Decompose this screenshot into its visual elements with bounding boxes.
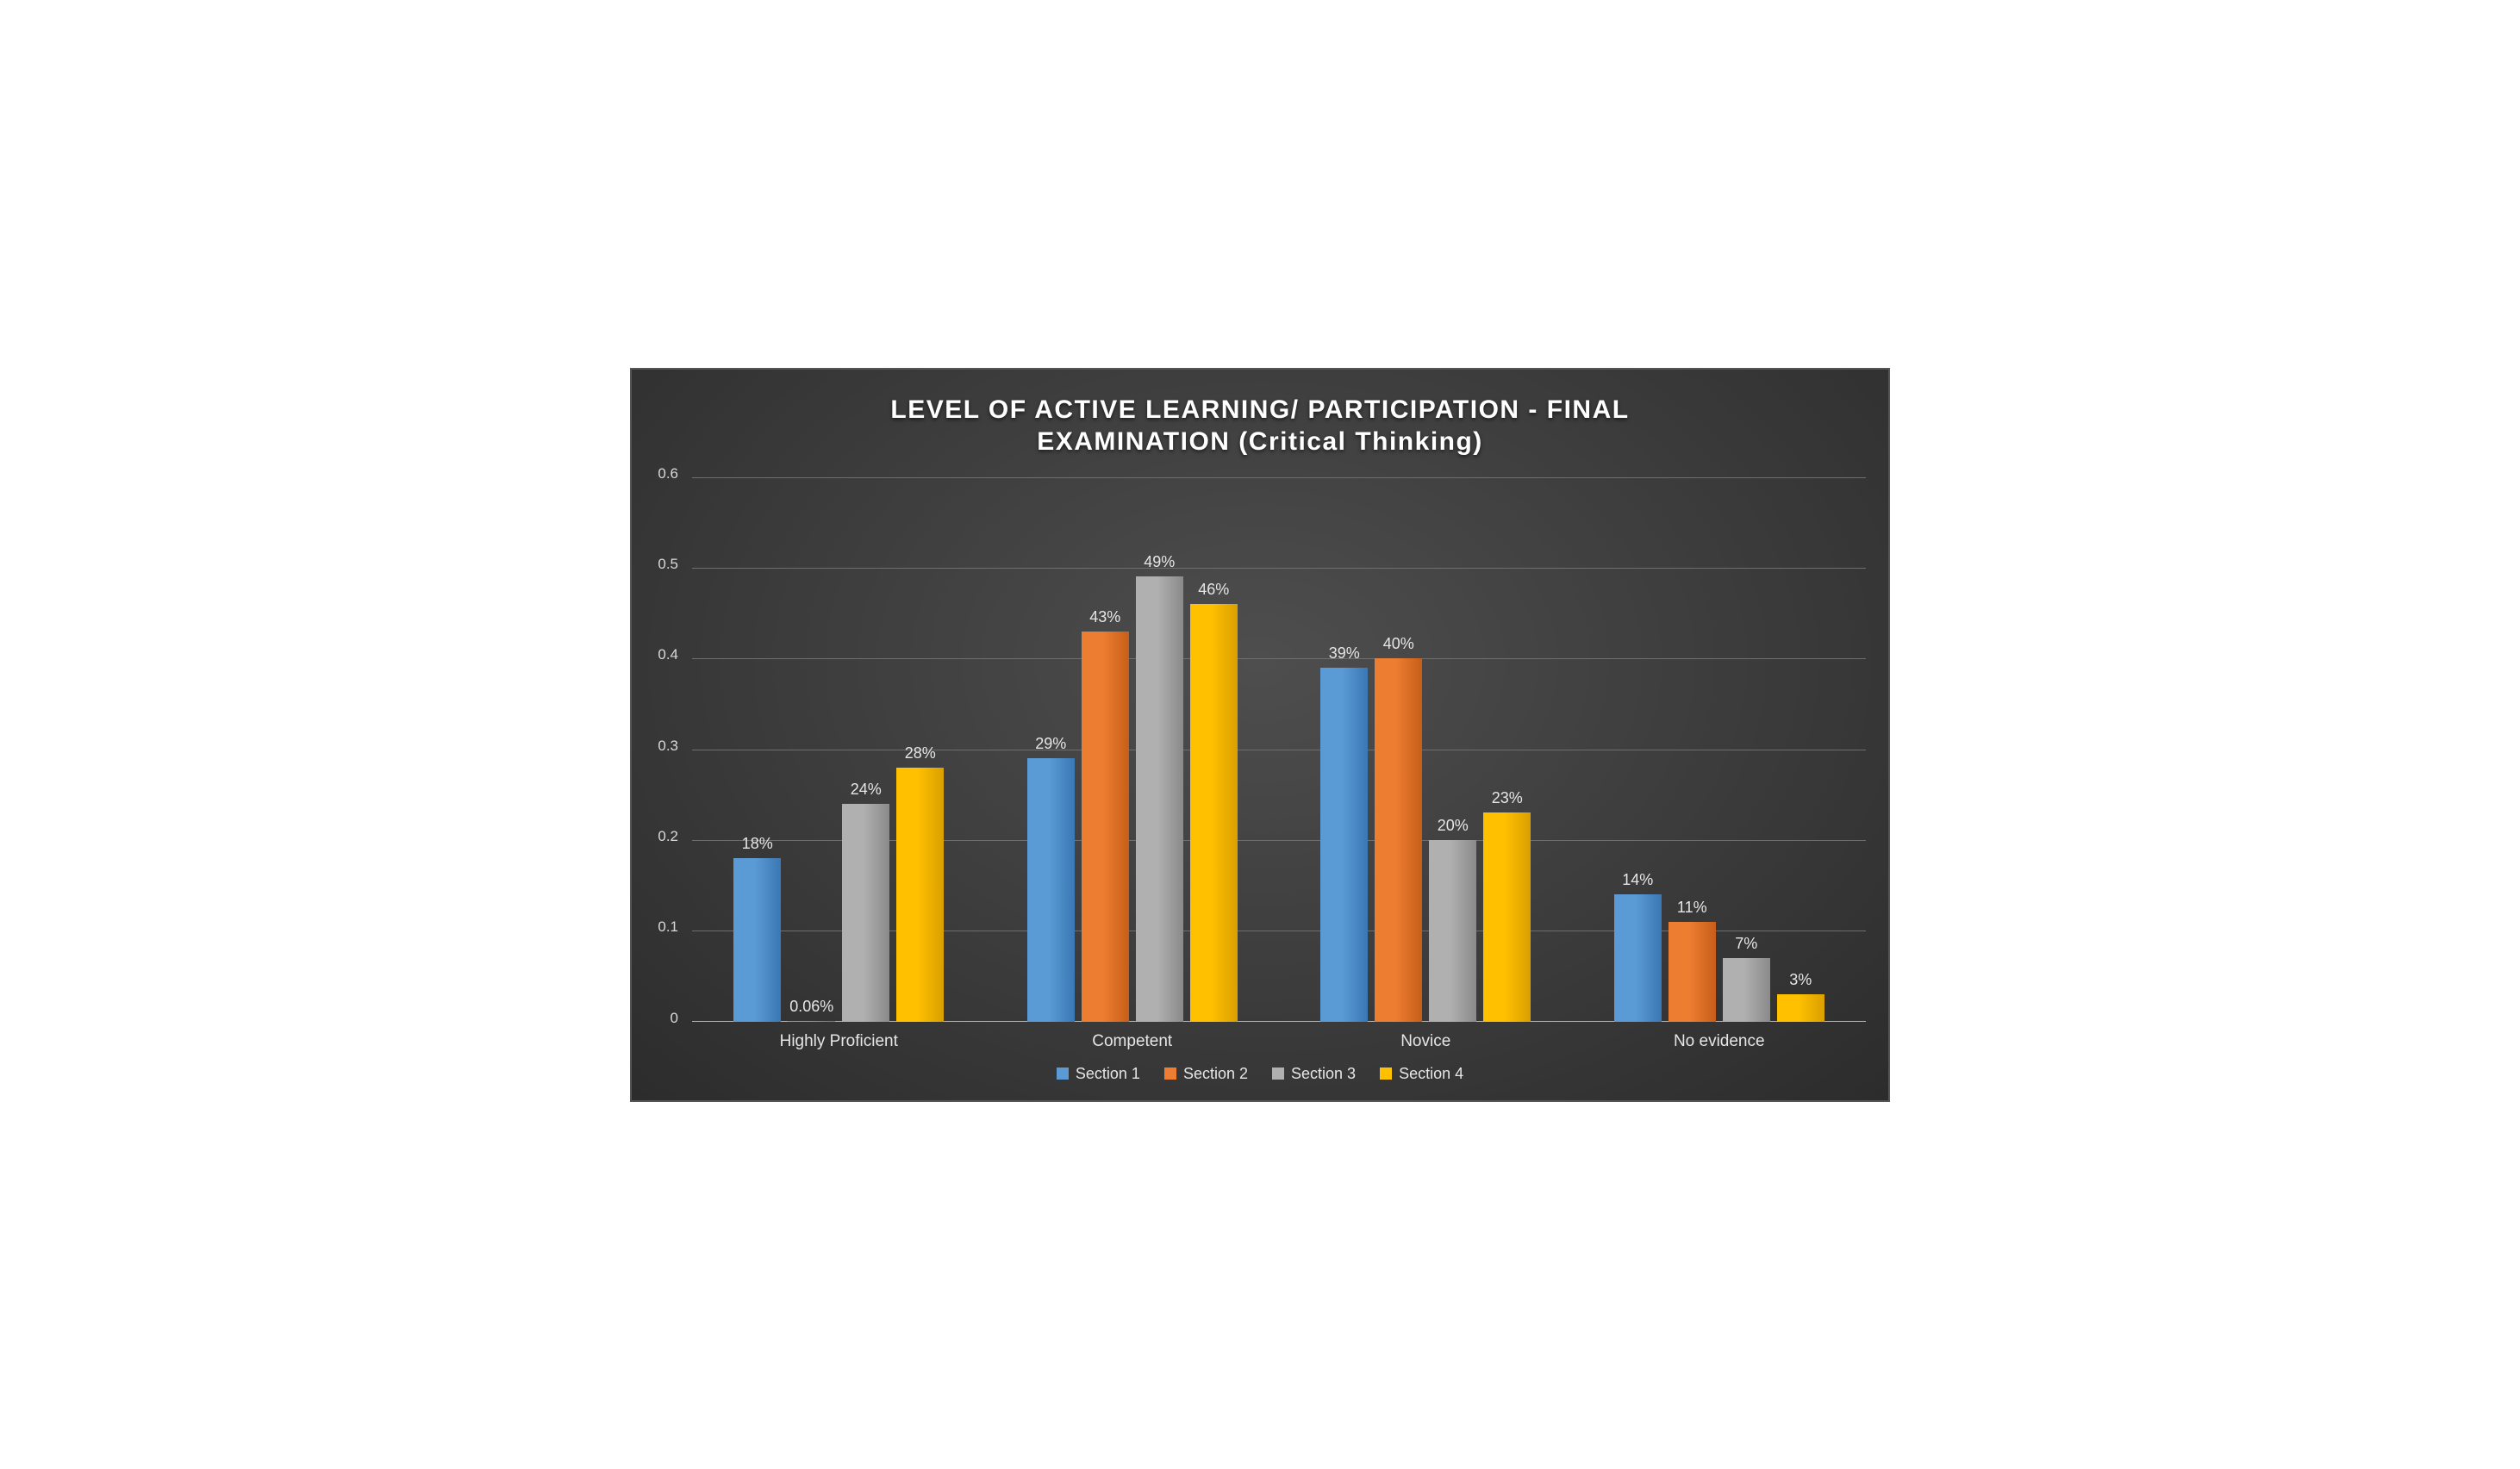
legend-label: Section 1 xyxy=(1076,1065,1140,1083)
y-tick-label: 0.2 xyxy=(658,828,678,845)
bar xyxy=(1614,894,1662,1021)
bar-value-label: 29% xyxy=(1035,735,1066,753)
legend: Section 1 Section 2 Section 3 Section 4 xyxy=(632,1065,1888,1083)
bar xyxy=(1136,576,1183,1021)
bar xyxy=(1669,922,1716,1022)
category-label: Novice xyxy=(1400,1032,1450,1051)
legend-label: Section 4 xyxy=(1399,1065,1463,1083)
bar-value-label: 23% xyxy=(1492,789,1523,807)
bar-value-label: 40% xyxy=(1383,635,1414,653)
legend-label: Section 3 xyxy=(1291,1065,1356,1083)
bar-value-label: 28% xyxy=(905,744,936,763)
legend-item: Section 3 xyxy=(1272,1065,1356,1083)
bar-value-label: 20% xyxy=(1438,817,1469,835)
category-label: Highly Proficient xyxy=(780,1032,898,1051)
bar-value-label: 3% xyxy=(1789,971,1812,989)
legend-swatch xyxy=(1057,1068,1069,1080)
bar xyxy=(1723,958,1770,1022)
y-tick-label: 0 xyxy=(671,1010,678,1027)
y-tick-label: 0.1 xyxy=(658,918,678,936)
bar xyxy=(1777,994,1825,1022)
bar xyxy=(733,858,781,1022)
bar xyxy=(896,768,944,1022)
bar xyxy=(842,804,889,1022)
bar-value-label: 11% xyxy=(1677,899,1707,917)
plot-area: 18% 0.06% 24% 28% 29% 43% 49% 46% 39% 40% 20% 23% 14… xyxy=(692,477,1866,1022)
legend-item: Section 1 xyxy=(1057,1065,1140,1083)
bar xyxy=(1375,658,1422,1021)
bar-value-label: 0.06% xyxy=(789,998,833,1016)
bar xyxy=(1027,758,1075,1021)
bar-value-label: 18% xyxy=(742,835,773,853)
bar xyxy=(1082,632,1129,1022)
chart-frame: LEVEL OF ACTIVE LEARNING/ PARTICIPATION … xyxy=(630,368,1890,1102)
bar-value-label: 49% xyxy=(1144,553,1175,571)
gridline xyxy=(692,568,1866,569)
gridline xyxy=(692,658,1866,659)
bar-value-label: 7% xyxy=(1735,935,1757,953)
gridline xyxy=(692,477,1866,478)
y-tick-label: 0.5 xyxy=(658,556,678,573)
bar-value-label: 14% xyxy=(1622,871,1653,889)
legend-swatch xyxy=(1164,1068,1176,1080)
legend-swatch xyxy=(1380,1068,1392,1080)
y-tick-label: 0.4 xyxy=(658,646,678,663)
legend-swatch xyxy=(1272,1068,1284,1080)
bar-value-label: 24% xyxy=(851,781,882,799)
bar-value-label: 43% xyxy=(1089,608,1120,626)
bar-value-label: 46% xyxy=(1198,581,1229,599)
legend-label: Section 2 xyxy=(1183,1065,1248,1083)
chart-title: LEVEL OF ACTIVE LEARNING/ PARTICIPATION … xyxy=(632,394,1888,458)
category-label: Competent xyxy=(1092,1032,1172,1051)
legend-item: Section 2 xyxy=(1164,1065,1248,1083)
bar xyxy=(1429,840,1476,1022)
y-tick-label: 0.3 xyxy=(658,738,678,755)
y-tick-label: 0.6 xyxy=(658,465,678,482)
bar xyxy=(1190,604,1238,1022)
bar-value-label: 39% xyxy=(1329,644,1360,663)
legend-item: Section 4 xyxy=(1380,1065,1463,1083)
bar xyxy=(788,1021,835,1022)
category-label: No evidence xyxy=(1674,1032,1765,1051)
bar xyxy=(1320,668,1368,1022)
bar xyxy=(1483,812,1531,1021)
